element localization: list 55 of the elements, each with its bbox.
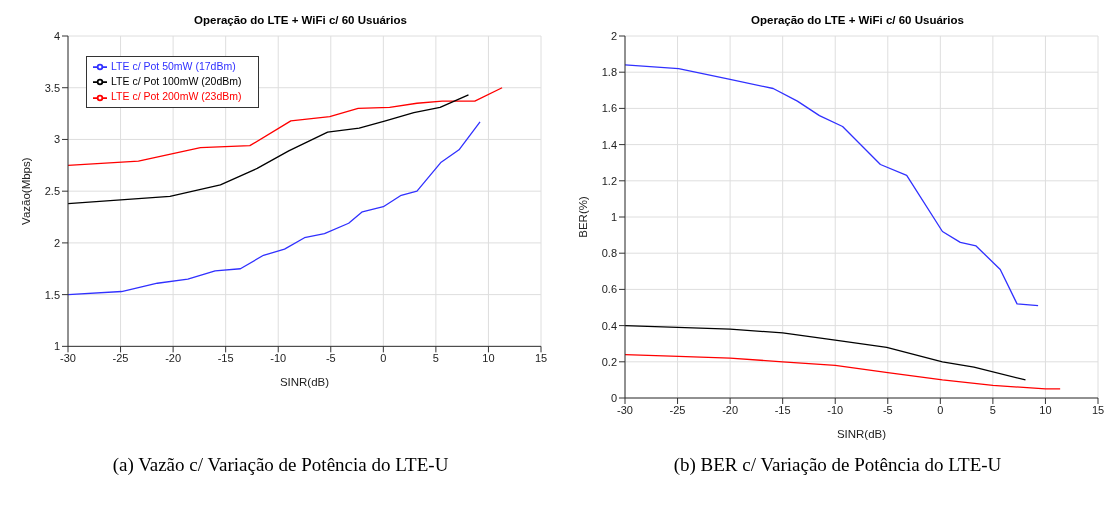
y-tick-label: 4	[53, 29, 60, 42]
y-tick-label: 1	[610, 210, 617, 223]
x-tick-label: 15	[1091, 403, 1105, 416]
y-tick-label: 0.4	[601, 319, 617, 332]
x-tick-label: -15	[217, 352, 234, 365]
x-tick-label: -5	[882, 403, 893, 416]
line-series	[625, 353, 1061, 390]
x-tick-label: 5	[432, 352, 439, 365]
line-series	[68, 121, 481, 296]
x-tick-label: -30	[60, 352, 76, 365]
x-tick-label: 0	[380, 352, 387, 365]
y-tick-label: 1.4	[601, 138, 617, 151]
x-tick-label: -20	[722, 403, 739, 416]
y-tick-label: 1.6	[601, 102, 617, 115]
y-axis-title: Vazão(Mbps)	[20, 157, 33, 225]
x-tick-label: -15	[774, 403, 791, 416]
x-tick-label: 15	[534, 352, 548, 365]
y-tick-label: 0.2	[601, 355, 617, 368]
x-tick-label: 10	[1039, 403, 1052, 416]
y-tick-label: 0	[610, 391, 617, 404]
x-tick-label: -25	[669, 403, 686, 416]
y-tick-label: 0.6	[601, 283, 617, 296]
x-axis-title: SINR(dB)	[279, 376, 330, 389]
y-tick-label: 1	[53, 340, 60, 353]
legend-label: LTE c/ Pot 50mW (17dBm)	[111, 60, 236, 72]
x-tick-label: 5	[989, 403, 996, 416]
line-series	[625, 324, 1027, 381]
legend-label: LTE c/ Pot 100mW (20dBm)	[111, 75, 242, 88]
y-tick-label: 3	[53, 133, 60, 146]
x-axis-title: SINR(dB)	[836, 428, 887, 440]
line-series	[68, 94, 470, 205]
y-tick-label: 2	[53, 236, 60, 249]
x-tick-label: 0	[937, 403, 944, 416]
x-tick-label: -10	[827, 403, 844, 416]
x-tick-label: -5	[325, 352, 336, 365]
y-tick-label: 3.5	[44, 81, 60, 94]
y-tick-label: 2.5	[44, 185, 60, 198]
line-series	[68, 87, 503, 166]
y-tick-label: 1.5	[44, 288, 60, 301]
y-tick-label: 0.8	[601, 247, 617, 260]
y-axis-title: BER(%)	[577, 196, 590, 238]
x-tick-label: 10	[482, 352, 495, 365]
line-series	[625, 64, 1039, 307]
y-tick-label: 1.2	[601, 174, 617, 187]
x-tick-label: -30	[617, 403, 633, 416]
text: (b) BER c/ Variação de Potência do LTE-U	[672, 454, 1003, 476]
x-tick-label: -20	[165, 352, 182, 365]
text: (a) Vazão c/ Variação de Potência do LTE-U	[111, 454, 450, 476]
chart-title: Operação do LTE + WiFi c/ 60 Usuários	[194, 14, 407, 26]
legend-label: LTE c/ Pot 200mW (23dBm)	[111, 90, 242, 103]
y-tick-label: 2	[610, 29, 617, 42]
chart-title: Operação do LTE + WiFi c/ 60 Usuários	[751, 14, 964, 26]
x-tick-label: -25	[112, 352, 129, 365]
x-tick-label: -10	[270, 352, 287, 365]
y-tick-label: 1.8	[601, 66, 617, 79]
